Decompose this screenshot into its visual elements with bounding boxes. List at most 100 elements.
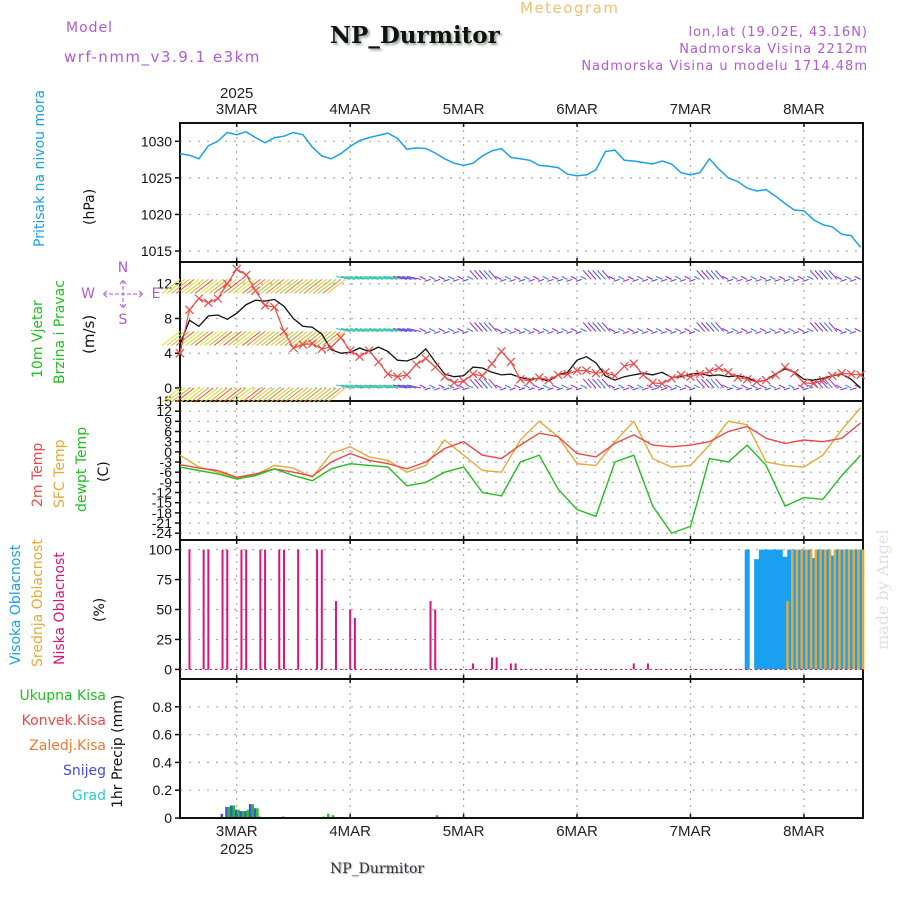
- wind-arrow: [705, 270, 715, 280]
- wind-arrow: [317, 387, 337, 403]
- wind-arrow: [175, 278, 195, 294]
- wind-arrow: [533, 384, 540, 389]
- wind-arrow: [199, 278, 219, 294]
- wind-arrow: [523, 275, 530, 280]
- wind-arrow: [740, 384, 748, 389]
- elevation-label: Nadmorska Visina 2212m: [679, 42, 868, 57]
- wind-arrow: [701, 270, 710, 280]
- wind-arrow: [488, 322, 498, 332]
- y-tick-label: 0: [164, 444, 172, 460]
- wind-arrow: [246, 278, 266, 294]
- wind-arrow: [814, 270, 824, 280]
- wind-arrow: [327, 278, 346, 294]
- wind-arrow: [542, 384, 549, 389]
- wind-arrow: [504, 275, 512, 280]
- wind-arrow: [807, 328, 814, 332]
- wind-arrow: [828, 322, 838, 332]
- wind-arrow: [523, 384, 530, 389]
- y-tick-label: -18: [152, 505, 172, 521]
- wind-arrow: [722, 275, 729, 280]
- wind-arrow: [289, 331, 308, 346]
- wind-arrow: [474, 378, 483, 389]
- cloud-bar: [833, 549, 837, 670]
- y-tick-label: 0.8: [153, 699, 173, 715]
- wind-arrow: [561, 275, 568, 280]
- wind-arrow: [592, 270, 602, 280]
- wind-arrow: [180, 331, 200, 346]
- wind-arrow: [537, 278, 545, 282]
- wind-arrow: [322, 387, 342, 403]
- cloud-bar: [805, 549, 808, 670]
- wind-arrow: [443, 278, 450, 282]
- wind-arrow: [265, 387, 285, 403]
- snow-bar: [234, 809, 238, 818]
- cloud-bar: [791, 549, 797, 670]
- wind-arrow: [701, 378, 710, 389]
- wind-gust-marker: [374, 357, 383, 367]
- wind-arrow: [175, 331, 195, 346]
- wind-gust-marker: [364, 346, 374, 356]
- wind-arrow: [793, 278, 800, 282]
- wind-arrow: [251, 387, 271, 403]
- wind-arrow: [840, 278, 847, 282]
- wind-arrow: [443, 387, 450, 391]
- snow-bar: [244, 811, 247, 818]
- wind-arrow: [674, 328, 682, 332]
- wind-arrow: [710, 322, 720, 332]
- bottom-date-label: 3MAR: [216, 823, 258, 840]
- wind-gust-marker: [440, 372, 450, 382]
- wind-arrow: [518, 387, 526, 391]
- wind-arrow: [227, 331, 247, 346]
- wind-arrow: [566, 387, 573, 391]
- cloud-bar: [777, 549, 783, 670]
- wind-arrow: [223, 387, 242, 403]
- sfc-temp-line: [179, 407, 862, 480]
- wind-arrow: [208, 331, 228, 346]
- wind-arrow: [364, 275, 379, 280]
- wind-arrow: [655, 275, 663, 280]
- wind-arrow: [275, 278, 294, 294]
- compass-w: W: [81, 286, 95, 302]
- cloud-bar: [646, 663, 649, 670]
- cloud-bar: [796, 549, 802, 670]
- wind-arrow: [632, 387, 639, 391]
- wind-arrow: [369, 328, 384, 332]
- wind-arrow: [823, 378, 833, 389]
- wind-arrow: [369, 275, 384, 280]
- wind-arrow: [715, 270, 724, 280]
- wind-gust-marker: [185, 305, 194, 315]
- wind-arrow: [736, 331, 743, 334]
- wind-arrow: [570, 384, 578, 389]
- wind-arrow: [542, 275, 549, 280]
- wind-arrow: [213, 331, 233, 346]
- wind-arrow: [523, 328, 530, 332]
- y-tick-label: 50: [156, 602, 172, 618]
- wind-arrow: [466, 275, 474, 280]
- wind-arrow: [618, 384, 625, 389]
- dewpt-temp-line: [179, 444, 862, 535]
- wind-arrow: [788, 328, 795, 332]
- wind-arrow: [397, 328, 412, 332]
- wind-arrow: [488, 378, 498, 389]
- wind-arrow: [388, 275, 403, 280]
- wind-arrow: [483, 322, 493, 332]
- wind-gust-marker: [421, 354, 431, 363]
- cloud-bar: [282, 549, 285, 670]
- wind-arrow: [618, 328, 625, 332]
- wind-arrow: [478, 378, 488, 389]
- wind-arrow: [646, 328, 653, 332]
- wind-arrow: [175, 387, 195, 403]
- wind-arrow: [597, 270, 606, 280]
- wind-arrow: [722, 384, 729, 389]
- wind-arrow: [298, 278, 318, 294]
- wind-gust-marker: [222, 279, 232, 289]
- wind-gust-marker: [553, 370, 563, 380]
- wind-arrow: [670, 278, 677, 282]
- wind-gust-marker: [411, 360, 421, 369]
- wind-arrow: [660, 387, 668, 391]
- cloud-bar: [786, 601, 789, 670]
- cloud-bar: [297, 549, 300, 670]
- wind-arrow: [542, 328, 549, 332]
- bottom-year-label: 2025: [220, 841, 253, 858]
- precip-legend-item: Snijeg: [63, 763, 106, 779]
